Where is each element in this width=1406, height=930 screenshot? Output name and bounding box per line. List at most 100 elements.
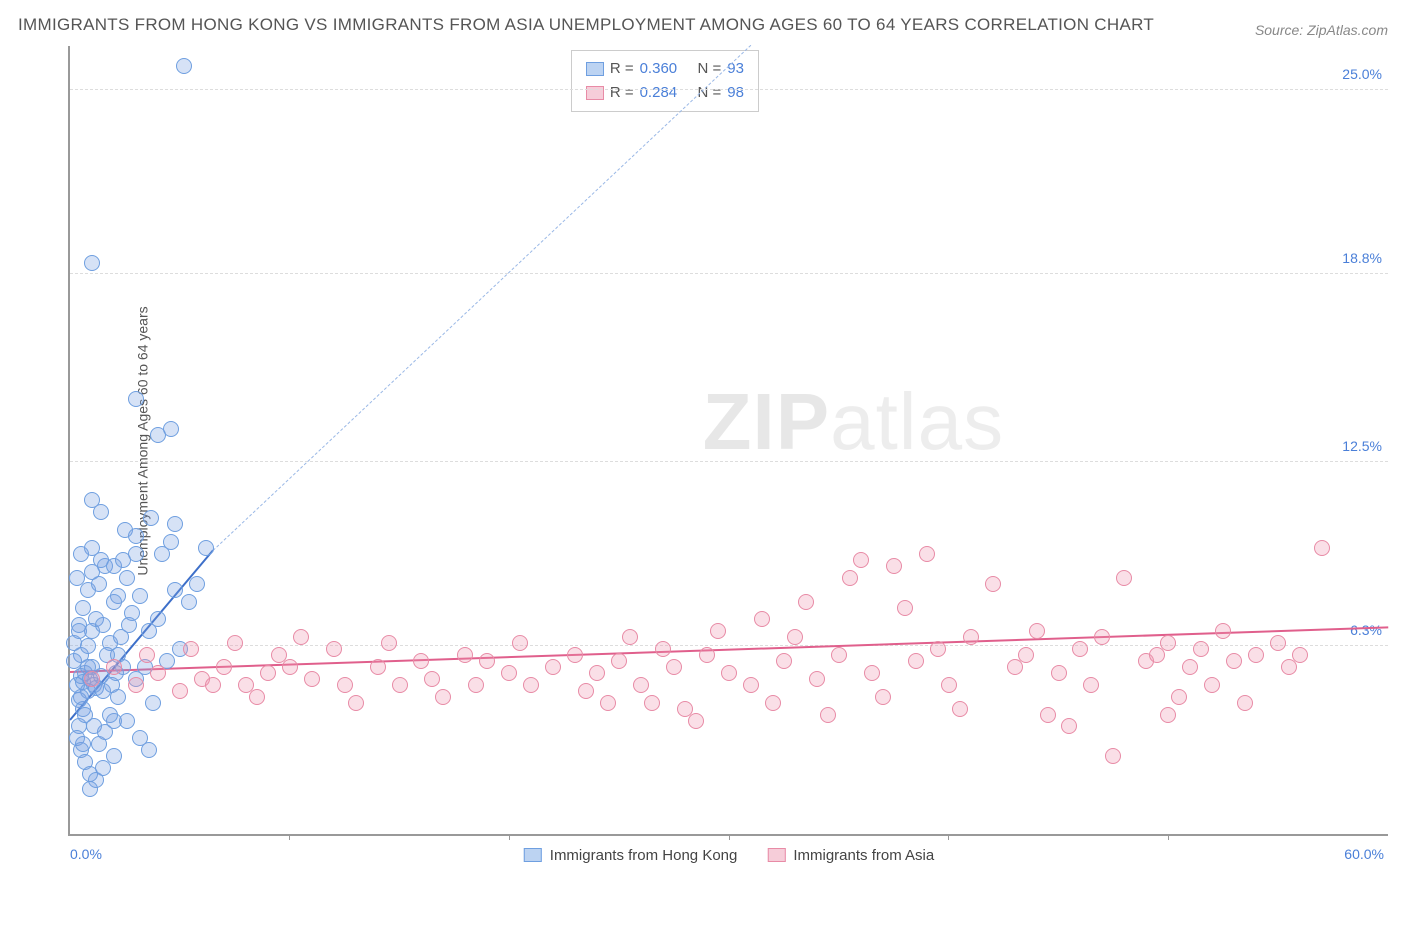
data-point: [163, 421, 179, 437]
data-point: [128, 677, 144, 693]
chart-title: IMMIGRANTS FROM HONG KONG VS IMMIGRANTS …: [18, 12, 1154, 38]
data-point: [293, 629, 309, 645]
data-point: [1105, 748, 1121, 764]
data-point: [132, 588, 148, 604]
data-point: [167, 516, 183, 532]
data-point: [479, 653, 495, 669]
data-point: [985, 576, 1001, 592]
data-point: [512, 635, 528, 651]
r-value-hk: 0.360: [640, 57, 678, 81]
data-point: [963, 629, 979, 645]
data-point: [787, 629, 803, 645]
data-point: [128, 528, 144, 544]
x-tick: [509, 834, 510, 840]
data-point: [600, 695, 616, 711]
series-legend: Immigrants from Hong Kong Immigrants fro…: [524, 847, 934, 864]
data-point: [666, 659, 682, 675]
data-point: [326, 641, 342, 657]
data-point: [82, 781, 98, 797]
data-point: [167, 582, 183, 598]
swatch-asia: [586, 86, 604, 100]
data-point: [776, 653, 792, 669]
data-point: [919, 546, 935, 562]
data-point: [189, 576, 205, 592]
data-point: [655, 641, 671, 657]
data-point: [260, 665, 276, 681]
data-point: [930, 641, 946, 657]
data-point: [820, 707, 836, 723]
data-point: [143, 510, 159, 526]
data-point: [435, 689, 451, 705]
data-point: [699, 647, 715, 663]
x-min-label: 0.0%: [70, 846, 102, 862]
data-point: [115, 552, 131, 568]
data-point: [145, 695, 161, 711]
data-point: [1270, 635, 1286, 651]
data-point: [163, 534, 179, 550]
y-tick-label: 12.5%: [1342, 438, 1382, 454]
gridline: [70, 273, 1388, 274]
data-point: [1029, 623, 1045, 639]
stats-row-hk: R = 0.360 N = 93: [586, 57, 744, 81]
data-point: [578, 683, 594, 699]
data-point: [282, 659, 298, 675]
data-point: [457, 647, 473, 663]
data-point: [688, 713, 704, 729]
data-point: [104, 677, 120, 693]
data-point: [84, 671, 100, 687]
data-point: [1237, 695, 1253, 711]
data-point: [897, 600, 913, 616]
data-point: [75, 600, 91, 616]
watermark-bold: ZIP: [703, 377, 830, 466]
data-point: [1051, 665, 1067, 681]
data-point: [710, 623, 726, 639]
data-point: [75, 736, 91, 752]
r-value-asia: 0.284: [640, 81, 678, 105]
data-point: [1160, 707, 1176, 723]
data-point: [86, 718, 102, 734]
plot-area: ZIPatlas R = 0.360 N = 93 R = 0.284 N = …: [68, 46, 1388, 836]
data-point: [73, 689, 89, 705]
data-point: [198, 540, 214, 556]
r-label: R =: [610, 81, 634, 105]
data-point: [227, 635, 243, 651]
data-point: [91, 576, 107, 592]
data-point: [754, 611, 770, 627]
x-tick: [948, 834, 949, 840]
data-point: [842, 570, 858, 586]
data-point: [216, 659, 232, 675]
data-point: [119, 570, 135, 586]
swatch-asia: [767, 848, 785, 862]
data-point: [1072, 641, 1088, 657]
data-point: [1204, 677, 1220, 693]
x-tick: [289, 834, 290, 840]
data-point: [831, 647, 847, 663]
gridline: [70, 89, 1388, 90]
data-point: [1160, 635, 1176, 651]
x-tick: [729, 834, 730, 840]
data-point: [941, 677, 957, 693]
data-point: [150, 665, 166, 681]
data-point: [501, 665, 517, 681]
y-tick-label: 25.0%: [1342, 66, 1382, 82]
data-point: [1314, 540, 1330, 556]
data-point: [181, 594, 197, 610]
legend-label-hk: Immigrants from Hong Kong: [550, 847, 738, 864]
data-point: [875, 689, 891, 705]
stats-row-asia: R = 0.284 N = 98: [586, 81, 744, 105]
data-point: [853, 552, 869, 568]
watermark-light: atlas: [830, 377, 1004, 466]
data-point: [886, 558, 902, 574]
data-point: [545, 659, 561, 675]
data-point: [119, 713, 135, 729]
data-point: [205, 677, 221, 693]
data-point: [567, 647, 583, 663]
data-point: [183, 641, 199, 657]
trend-line-dashed: [212, 45, 751, 551]
data-point: [102, 707, 118, 723]
data-point: [139, 647, 155, 663]
watermark: ZIPatlas: [703, 376, 1004, 468]
chart-container: Unemployment Among Ages 60 to 64 years Z…: [18, 46, 1388, 836]
data-point: [743, 677, 759, 693]
data-point: [468, 677, 484, 693]
